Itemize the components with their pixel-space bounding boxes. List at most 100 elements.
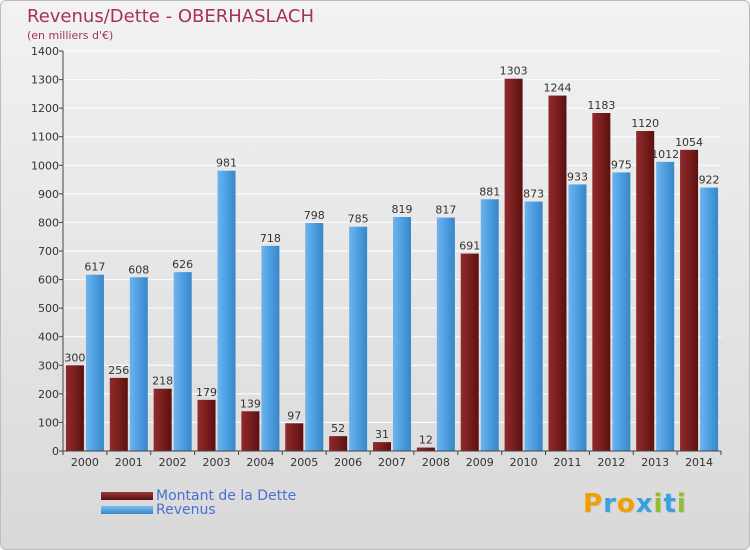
- y-tick-label: 200: [38, 388, 59, 401]
- y-tick-label: 800: [38, 216, 59, 229]
- data-label-dette: 1183: [587, 99, 615, 112]
- data-label-dette: 691: [459, 240, 480, 253]
- x-tick-label: 2004: [246, 456, 274, 469]
- chart-title: Revenus/Dette - OBERHASLACH: [27, 6, 315, 27]
- y-tick-label: 600: [38, 274, 59, 287]
- data-label-dette: 1244: [543, 82, 571, 95]
- bar-revenus: [129, 277, 148, 451]
- data-label-dette: 139: [240, 397, 261, 410]
- logo-letter: x: [635, 489, 654, 519]
- bar-revenus: [612, 172, 631, 451]
- x-tick-label: 2014: [685, 456, 713, 469]
- bar-dette: [285, 423, 304, 451]
- proxiti-logo: Proxiti: [583, 489, 687, 519]
- bar-dette: [460, 253, 479, 451]
- data-label-revenus: 933: [567, 170, 588, 183]
- logo-letter: i: [676, 489, 687, 519]
- data-label-revenus: 608: [128, 263, 149, 276]
- data-label-revenus: 785: [348, 213, 369, 226]
- logo-letter: i: [653, 489, 664, 519]
- data-label-revenus: 798: [304, 209, 325, 222]
- bar-dette: [636, 131, 655, 451]
- bar-revenus: [480, 199, 499, 451]
- data-label-dette: 1054: [675, 136, 703, 149]
- logo-letter: P: [583, 489, 604, 519]
- data-label-dette: 52: [331, 422, 345, 435]
- bar-dette: [241, 411, 260, 451]
- y-tick-label: 700: [38, 245, 59, 258]
- x-tick-label: 2008: [422, 456, 450, 469]
- x-tick-label: 2006: [334, 456, 362, 469]
- data-label-revenus: 819: [392, 203, 413, 216]
- logo-letter: o: [616, 489, 636, 519]
- y-tick-label: 1300: [31, 74, 59, 87]
- y-tick-label: 100: [38, 416, 59, 429]
- data-label-revenus: 1012: [651, 148, 679, 161]
- data-label-revenus: 617: [84, 261, 105, 274]
- legend-swatch-revenus: [101, 506, 153, 514]
- legend-swatch-dette: [101, 492, 153, 500]
- data-label-revenus: 817: [435, 204, 456, 217]
- bar-revenus: [524, 201, 543, 451]
- x-tick-label: 2013: [641, 456, 669, 469]
- data-label-dette: 97: [287, 409, 301, 422]
- x-tick-label: 2005: [290, 456, 318, 469]
- logo-letter: t: [663, 489, 677, 519]
- y-tick-label: 900: [38, 188, 59, 201]
- bar-dette: [680, 149, 699, 451]
- bar-dette: [548, 95, 567, 452]
- data-label-revenus: 881: [479, 185, 500, 198]
- bar-revenus: [217, 170, 236, 451]
- y-tick-label: 1200: [31, 102, 59, 115]
- bar-dette: [109, 377, 128, 451]
- data-label-revenus: 922: [699, 174, 720, 187]
- data-label-revenus: 981: [216, 157, 237, 170]
- legend-label-revenus: Revenus: [156, 502, 216, 518]
- data-label-dette: 300: [64, 351, 85, 364]
- bar-revenus: [349, 226, 368, 451]
- data-label-dette: 179: [196, 386, 217, 399]
- bar-revenus: [305, 223, 324, 451]
- data-label-revenus: 975: [611, 158, 632, 171]
- y-tick-label: 1400: [31, 45, 59, 58]
- bar-revenus: [436, 217, 455, 451]
- bar-dette: [65, 365, 84, 451]
- data-label-dette: 218: [152, 375, 173, 388]
- bar-dette: [504, 78, 523, 451]
- x-tick-label: 2009: [466, 456, 494, 469]
- x-tick-label: 2011: [553, 456, 581, 469]
- bar-revenus: [568, 184, 587, 451]
- bar-dette: [197, 399, 216, 451]
- y-tick-label: 500: [38, 302, 59, 315]
- x-tick-label: 2007: [378, 456, 406, 469]
- bar-dette: [153, 388, 172, 451]
- x-tick-label: 2010: [510, 456, 538, 469]
- data-label-revenus: 873: [523, 188, 544, 201]
- bar-revenus: [700, 187, 719, 452]
- bar-dette: [329, 436, 348, 451]
- x-tick-label: 2001: [115, 456, 143, 469]
- data-label-dette: 1120: [631, 117, 659, 130]
- bar-revenus: [173, 272, 192, 451]
- data-label-revenus: 626: [172, 258, 193, 271]
- logo-letter: r: [603, 489, 617, 519]
- x-tick-label: 2003: [203, 456, 231, 469]
- data-label-dette: 12: [419, 434, 433, 447]
- y-tick-label: 0: [52, 445, 59, 458]
- y-tick-label: 1000: [31, 159, 59, 172]
- bar-revenus: [85, 274, 104, 451]
- x-tick-label: 2002: [159, 456, 187, 469]
- data-label-dette: 1303: [500, 65, 528, 78]
- bar-revenus: [393, 217, 411, 451]
- bar-dette: [592, 113, 611, 451]
- data-label-revenus: 718: [260, 232, 281, 245]
- bar-revenus: [656, 161, 675, 451]
- bar-dette: [416, 447, 435, 451]
- x-tick-label: 2012: [597, 456, 625, 469]
- y-tick-label: 1100: [31, 131, 59, 144]
- bar-dette: [373, 442, 391, 451]
- y-tick-label: 300: [38, 359, 59, 372]
- legend-label-dette: Montant de la Dette: [156, 488, 297, 504]
